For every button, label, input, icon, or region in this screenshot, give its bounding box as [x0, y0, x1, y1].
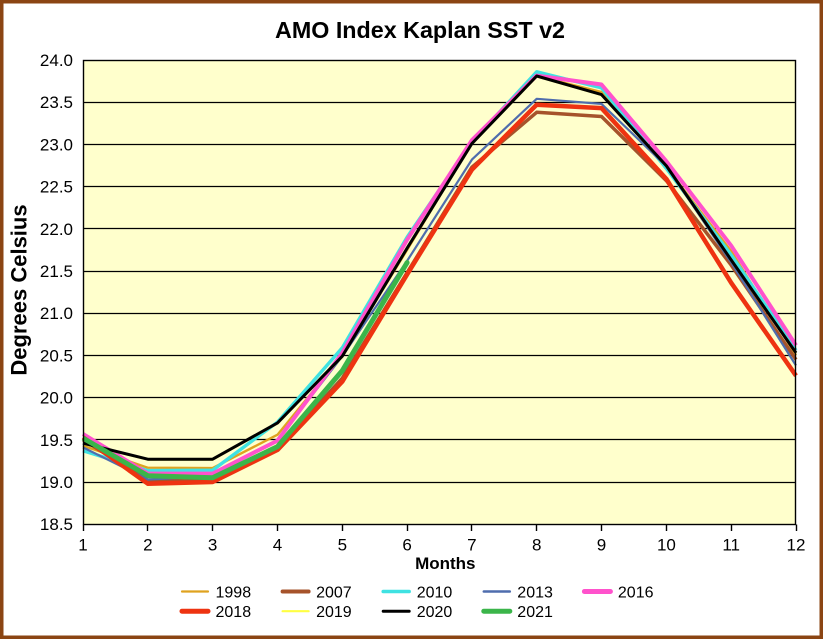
svg-text:2018: 2018: [216, 604, 252, 621]
svg-text:9: 9: [597, 536, 606, 555]
svg-text:4: 4: [273, 536, 282, 555]
svg-text:2016: 2016: [618, 584, 654, 601]
svg-text:23.5: 23.5: [40, 93, 73, 112]
svg-text:2013: 2013: [517, 584, 553, 601]
svg-text:23.0: 23.0: [40, 135, 73, 154]
svg-text:19.5: 19.5: [40, 431, 73, 450]
svg-text:20.5: 20.5: [40, 346, 73, 365]
svg-text:19.0: 19.0: [40, 473, 73, 492]
svg-text:12: 12: [787, 536, 806, 555]
svg-text:Degrees Celsius: Degrees Celsius: [7, 204, 32, 375]
svg-text:18.5: 18.5: [40, 515, 73, 534]
svg-text:20.0: 20.0: [40, 389, 73, 408]
svg-text:1: 1: [78, 536, 87, 555]
svg-text:21.5: 21.5: [40, 262, 73, 281]
svg-text:21.0: 21.0: [40, 304, 73, 323]
svg-text:2007: 2007: [316, 584, 352, 601]
svg-text:3: 3: [208, 536, 217, 555]
svg-text:2010: 2010: [417, 584, 453, 601]
svg-text:2020: 2020: [417, 604, 453, 621]
svg-text:6: 6: [402, 536, 411, 555]
svg-text:Months: Months: [415, 554, 475, 573]
svg-text:24.0: 24.0: [40, 51, 73, 70]
svg-text:2021: 2021: [517, 604, 553, 621]
svg-text:2: 2: [143, 536, 152, 555]
svg-text:2019: 2019: [316, 604, 352, 621]
svg-text:1998: 1998: [216, 584, 252, 601]
svg-text:22.5: 22.5: [40, 178, 73, 197]
svg-text:5: 5: [338, 536, 347, 555]
svg-text:11: 11: [722, 536, 740, 555]
svg-text:8: 8: [532, 536, 541, 555]
svg-text:AMO Index Kaplan SST v2: AMO Index Kaplan SST v2: [275, 17, 565, 43]
svg-text:10: 10: [657, 536, 676, 555]
svg-text:22.0: 22.0: [40, 220, 73, 239]
svg-text:7: 7: [467, 536, 476, 555]
